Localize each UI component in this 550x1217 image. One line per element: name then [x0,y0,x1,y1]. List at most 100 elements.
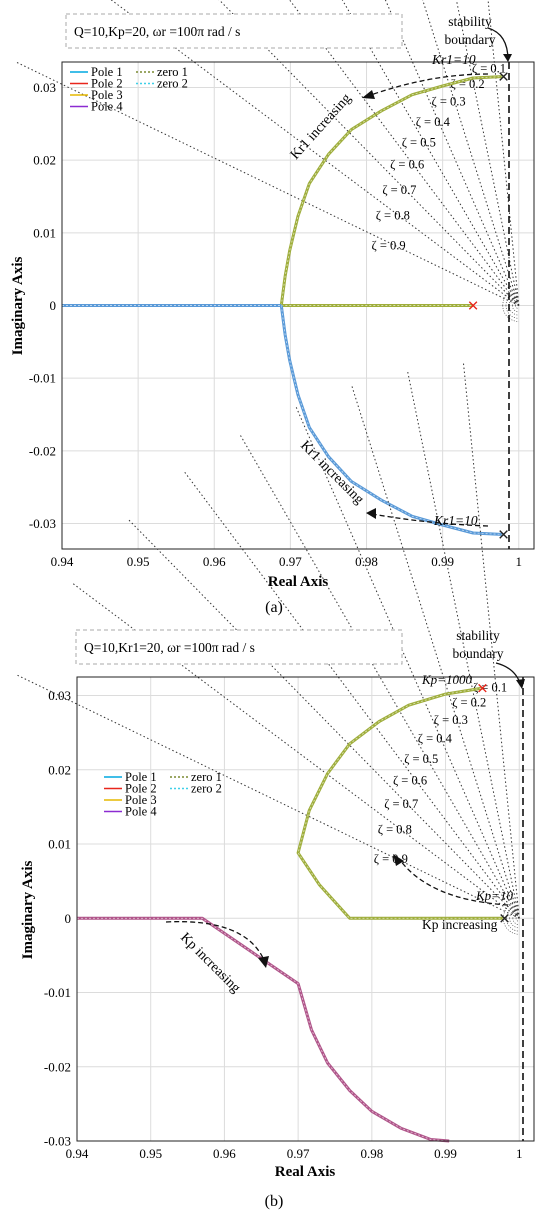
increasing-arrowhead-lower [366,508,376,519]
increasing-arrow-lower [371,513,489,527]
x-tick-label: 1 [516,554,523,569]
series-locus-lower-overlay [280,305,504,535]
frequency-arc [512,911,520,919]
zeta-line [70,581,520,919]
legend-label: Pole 3 [91,88,123,102]
stability-label-line1: stability [448,14,492,29]
legend-label: Pole 4 [91,100,123,114]
k-bottom-label: Kr1=10 [433,513,478,528]
marker-x [468,301,478,310]
y-tick-label: -0.02 [44,1059,71,1074]
zeta-label: ζ = 0.2 [452,696,486,710]
frequency-arc [515,301,519,306]
frequency-arc [512,305,519,313]
increasing-arrow-upper [367,73,489,97]
pole-zero-markers [478,683,509,923]
x-tick-label: 0.96 [203,554,226,569]
frequency-arc [512,298,519,306]
stability-label-line1: stability [456,628,500,643]
series-locus-lower [279,305,504,536]
zeta-line [350,383,520,919]
x-tick-label: 0.94 [66,1146,89,1161]
parameter-box [65,13,403,49]
x-tick-label: 1 [516,1146,523,1161]
frequency-arc [506,905,520,919]
zeta-line [462,361,520,919]
zeta-label: ζ = 0.3 [432,94,466,108]
legend-label: zero 1 [191,770,222,784]
series-locus-upper-overlay [280,76,504,306]
frequency-arc [509,908,520,919]
grid [76,677,534,1142]
x-tick-label: 0.95 [127,554,150,569]
increasing-label-right: Kp increasing [422,917,498,932]
legend-label: Pole 4 [125,805,157,819]
stability-arrowhead [516,679,525,689]
y-tick-label: 0 [65,911,72,926]
frequency-arc [506,918,520,932]
zeta-label: ζ = 0.1 [472,62,506,76]
y-tick-label: 0.02 [48,762,71,777]
zeta-label: ζ = 0.3 [434,713,468,727]
y-axis-label: Imaginary Axis [20,860,36,959]
y-tick-label: -0.03 [44,1134,71,1149]
zeta-line [289,0,520,306]
zeta-line [14,60,519,306]
marker-x [499,72,508,81]
k-top-label: Kr1=10 [431,52,476,67]
series-locus-lower-overlay [77,917,450,1142]
x-axis-label: Real Axis [275,1164,336,1180]
increasing-label-upper: Kr1 increasing [288,91,355,163]
y-tick-label: 0.01 [48,837,71,852]
zeta-label: ζ = 0.4 [418,732,453,746]
panel-b: ζ = 0.1 ζ = 0.2 ζ = 0.3 ζ = 0.4 ζ = 0.5 ζ = 0… [15,361,535,1210]
locus-series [77,686,505,1143]
zeta-line [182,469,520,919]
caption-b: (b) [265,1193,284,1210]
increasing-arrow-left [165,921,265,961]
x-tick-label: 0.99 [431,554,454,569]
x-tick-label: 0.97 [279,554,302,569]
zeta-label: ζ = 0.6 [390,158,424,172]
series-locus-upper-overlay [297,687,505,919]
legend-label: zero 1 [157,65,188,79]
zeta-label: ζ = 0.5 [404,752,438,766]
zeta-line [341,0,520,306]
frequency-arc [509,918,520,929]
zeta-line [487,0,520,306]
zeta-lines: ζ = 0.1 ζ = 0.2 ζ = 0.3 ζ = 0.4 ζ = 0.5 ζ = 0… [15,361,520,935]
legend-label: Pole 2 [91,77,123,91]
y-tick-label: -0.02 [29,443,56,458]
zeta-line [110,0,520,306]
y-tick-label: -0.01 [44,985,71,1000]
increasing-arrowhead-upper [362,90,375,99]
legend-label: zero 2 [191,782,222,796]
series-locus-lower [77,916,450,1143]
zeta-label: ζ = 0.4 [416,115,451,129]
k-top-label: Kp=1000 [421,672,472,687]
increasing-label-lower: Kr1 increasing [297,438,366,507]
locus-series [62,75,504,536]
frequency-arc [515,914,520,919]
frequency-arc [502,289,519,306]
panel-a: ζ = 0.1ζ = 0.2ζ = 0.3ζ = 0.4ζ = 0.5ζ = 0… [10,0,535,616]
frequency-arc [502,305,519,322]
x-tick-label: 0.99 [434,1146,457,1161]
stability-label-line2: boundary [453,646,504,661]
zeta-line [406,369,520,919]
zeta-line [15,673,520,919]
legend-label: Pole 2 [125,782,157,796]
parameter-box [75,629,403,665]
parameter-text: Q=10,Kr1=20, ωr =100π rad / s [84,640,255,655]
stability-label-line2: boundary [445,32,496,47]
y-tick-label: 0.03 [33,80,56,95]
y-tick-label: 0.02 [33,153,56,168]
zeta-line [384,0,520,306]
frequency-arc [508,305,519,316]
zeta-line [455,0,520,306]
k-bottom-label: Kp=10 [475,888,513,903]
frequency-arc [505,292,519,306]
zeta-line [238,433,520,919]
increasing-arrow-right [399,859,509,906]
